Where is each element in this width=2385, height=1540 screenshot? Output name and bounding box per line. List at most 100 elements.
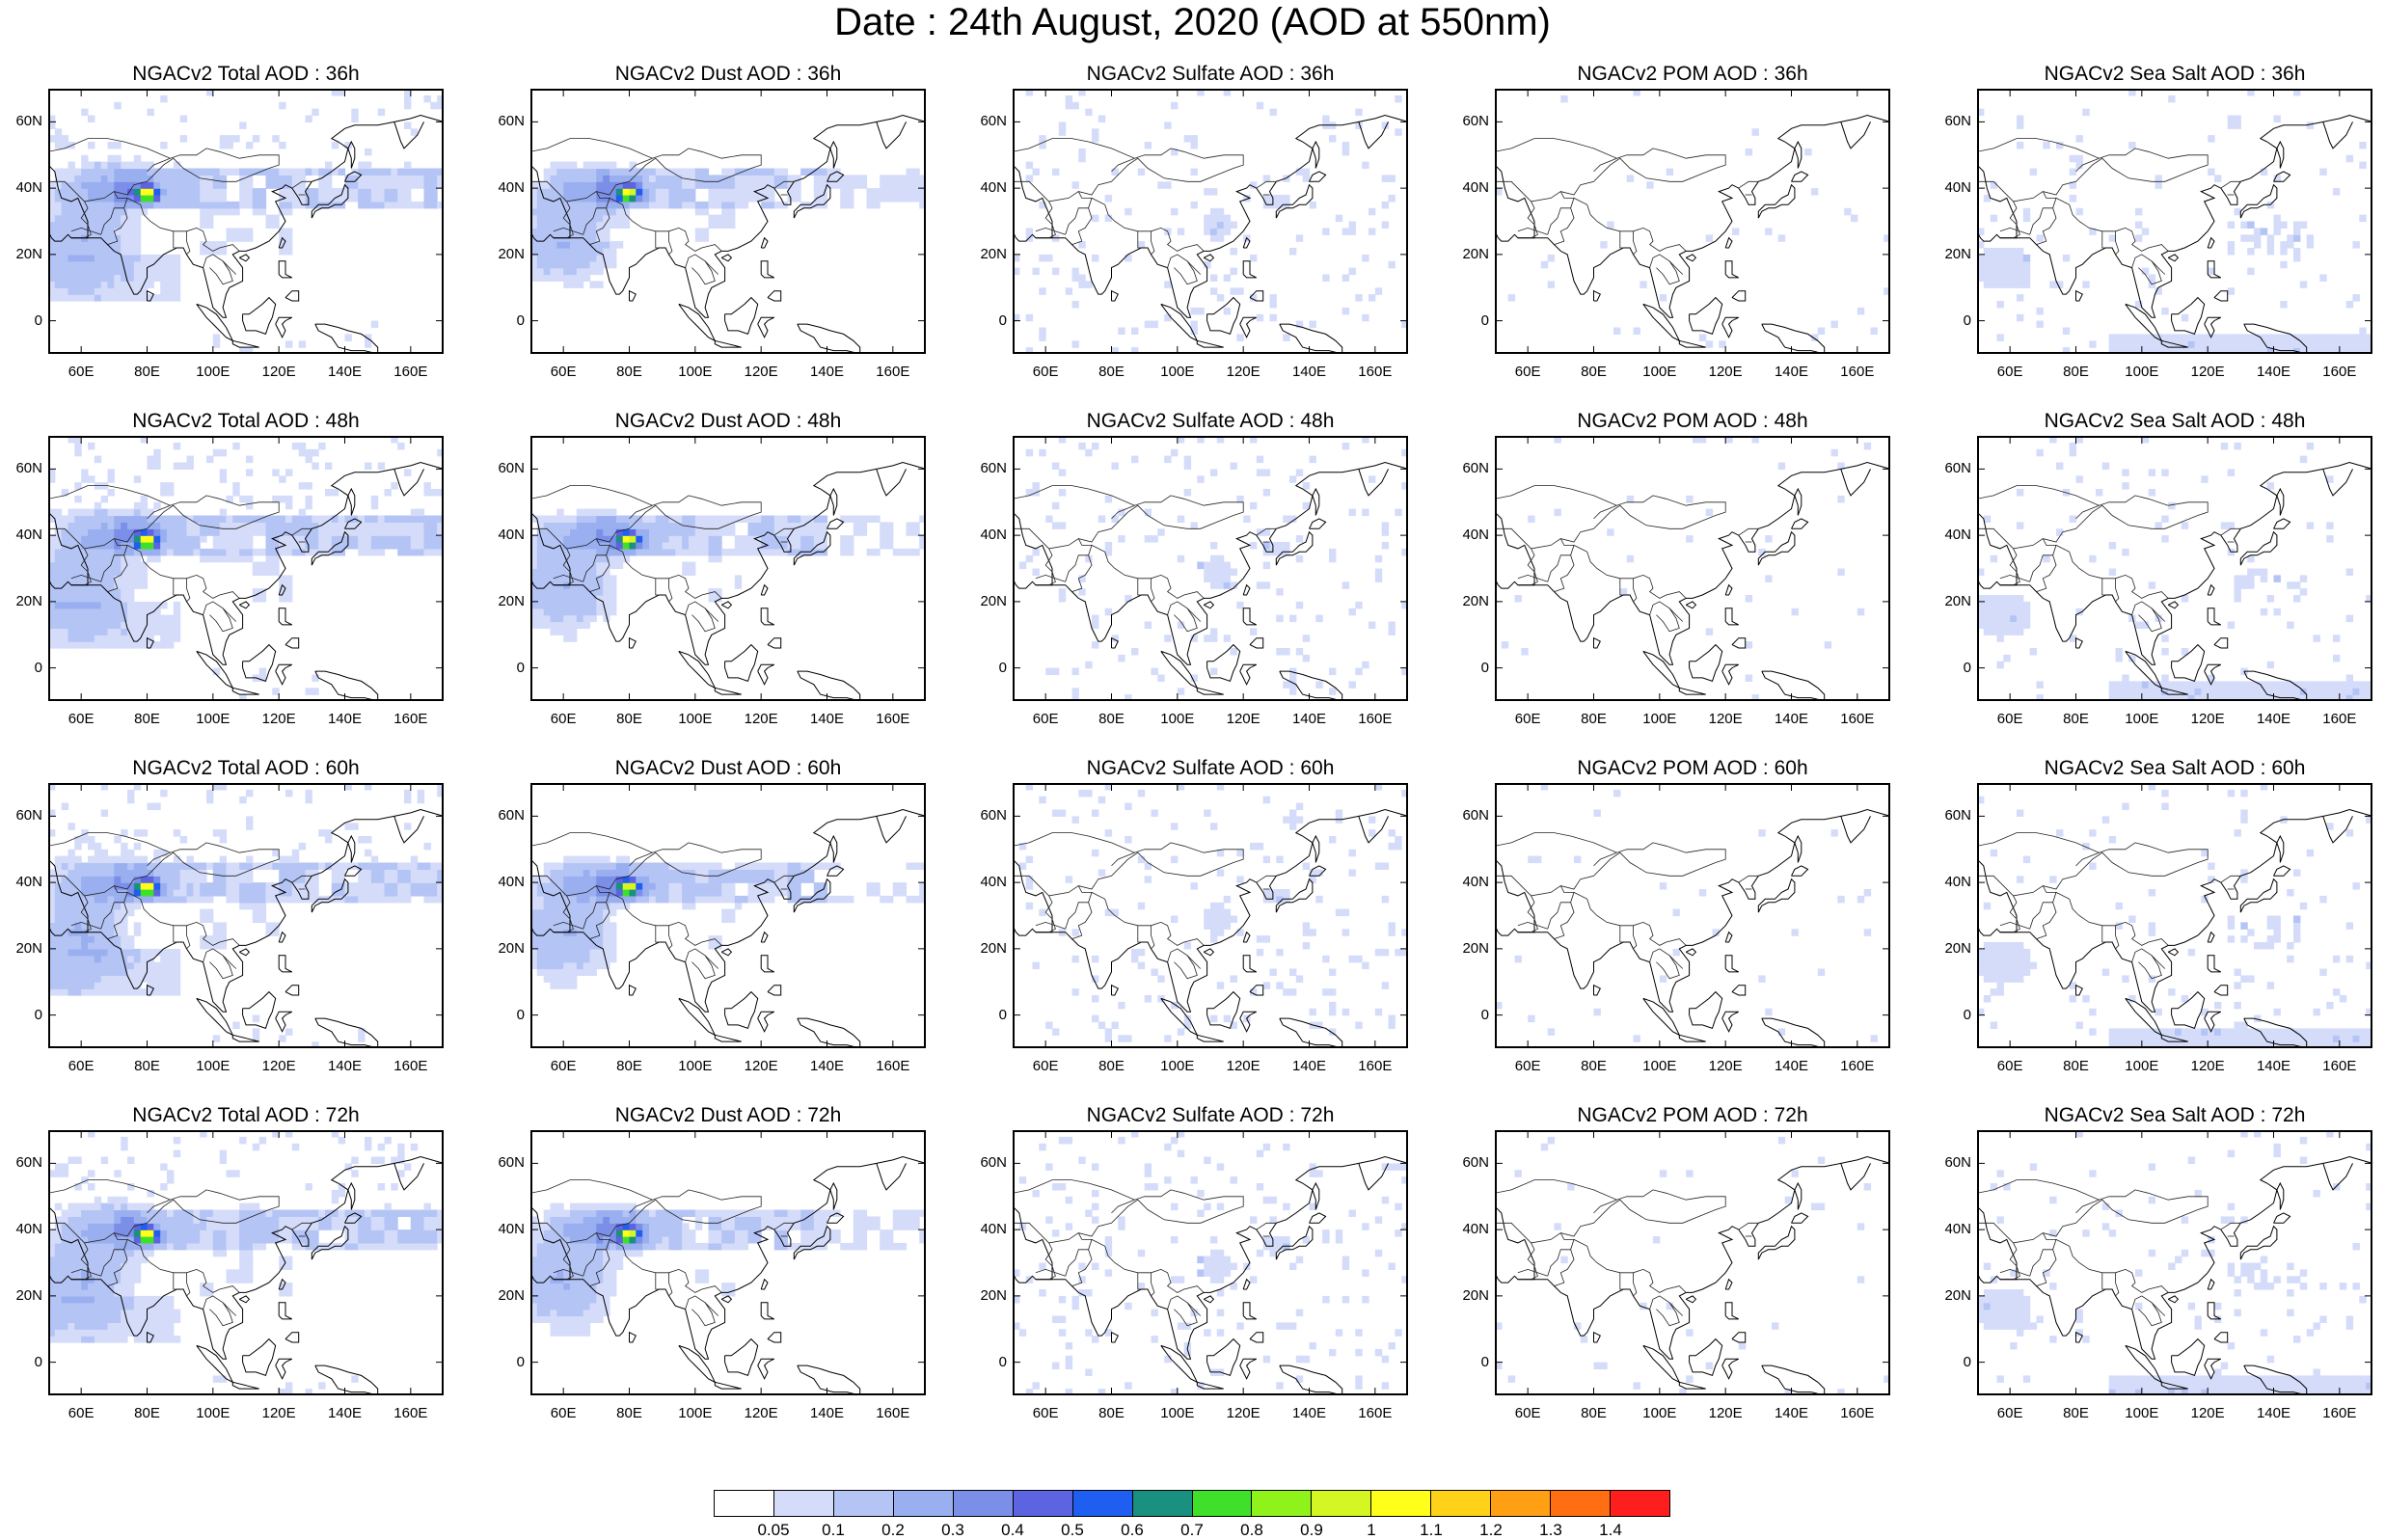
aod-cell [81, 876, 88, 883]
aod-cell [583, 595, 590, 603]
aod-cell [570, 876, 577, 883]
aod-cell [2300, 281, 2307, 288]
aod-cell [50, 215, 55, 223]
aod-cell [2228, 469, 2235, 476]
aod-cell [1778, 234, 1785, 242]
aod-cell [246, 896, 253, 904]
aod-cell [1640, 281, 1646, 288]
aod-cell [1991, 602, 1997, 609]
aod-cell [246, 202, 253, 209]
aod-cell [88, 635, 95, 642]
aod-cell [2314, 334, 2320, 341]
aod-cell [160, 863, 167, 871]
aod-cell [616, 889, 623, 897]
aod-cell [108, 248, 115, 256]
aod-cell [1884, 287, 1888, 295]
aod-cell [397, 516, 404, 524]
aod-cell [285, 549, 292, 556]
aod-cell [1349, 509, 1356, 517]
coastline [1679, 688, 1705, 694]
lon-label: 80E [1570, 711, 1618, 727]
aod-cell [794, 542, 800, 550]
aod-cell [121, 588, 127, 596]
aod-cell [121, 162, 127, 170]
aod-cell [577, 856, 583, 864]
aod-cell [2247, 340, 2254, 348]
aod-cell [50, 268, 55, 276]
aod-cell [551, 956, 557, 963]
aod-cell [2168, 95, 2175, 103]
aod-cell [239, 876, 246, 883]
aod-cell [141, 988, 148, 996]
aod-cell [50, 122, 55, 128]
aod-cell [2346, 688, 2353, 695]
aod-cell [656, 202, 663, 209]
aod-cell [847, 202, 854, 209]
aod-cell [2240, 681, 2247, 689]
aod-cell [1052, 268, 1059, 276]
aod-cell [1033, 169, 1040, 176]
aod-cell [2333, 655, 2340, 662]
aod-cell [827, 181, 834, 189]
aod-cell [912, 549, 919, 556]
aod-cell [532, 275, 537, 283]
aod-cell [279, 869, 285, 877]
aod-cell [603, 595, 610, 603]
aod-cell [378, 181, 385, 189]
aod-cell [1236, 287, 1243, 295]
aod-cell [663, 882, 669, 890]
aod-cell [332, 91, 339, 96]
aod-cell [174, 622, 180, 630]
aod-cell [702, 208, 709, 216]
aod-cell [1699, 334, 1706, 341]
lon-label: 120E [255, 711, 303, 727]
aod-cell [174, 988, 180, 996]
aod-cell [590, 922, 597, 930]
aod-cell [200, 896, 206, 904]
aod-cell [721, 208, 728, 216]
aod-cell [1078, 443, 1085, 450]
aod-cell [563, 935, 570, 943]
aod-cell [867, 549, 874, 556]
aod-cell [246, 856, 253, 864]
aod-cell [774, 175, 781, 182]
aod-cell [418, 797, 424, 804]
aod-cell [2267, 248, 2274, 256]
aod-cell [285, 790, 292, 797]
aod-cell [424, 202, 431, 209]
aod-cell [603, 876, 610, 883]
map-area [530, 89, 926, 354]
aod-cell [95, 222, 101, 230]
aod-cell [220, 836, 227, 844]
aod-cell [1732, 228, 1739, 235]
coastline [1732, 638, 1746, 648]
aod-cell [675, 195, 682, 203]
aod-cell [551, 962, 557, 970]
coastline [1497, 165, 1534, 241]
aod-cell [1497, 188, 1502, 196]
aod-cell [781, 169, 788, 176]
aod-cell [227, 549, 233, 556]
aod-cell [95, 248, 101, 256]
aod-cell [74, 181, 81, 189]
aod-cell [259, 569, 266, 577]
aod-cell [62, 935, 68, 943]
aod-cell [206, 195, 213, 203]
aod-cell [55, 622, 62, 630]
aod-cell [2228, 688, 2235, 695]
aod-cell [55, 575, 62, 582]
aod-cell [259, 208, 266, 216]
aod-cell [2267, 688, 2274, 695]
aod-cell [74, 443, 81, 450]
aod-cell [1217, 581, 1224, 589]
aod-cell [232, 516, 239, 524]
aod-cell [2235, 575, 2241, 582]
aod-cell [748, 195, 755, 203]
aod-cell [551, 175, 557, 182]
aod-cell [272, 522, 279, 529]
aod-cell [88, 935, 95, 943]
aod-cell [404, 882, 411, 890]
aod-cell [108, 228, 115, 235]
aod-cell [742, 181, 748, 189]
